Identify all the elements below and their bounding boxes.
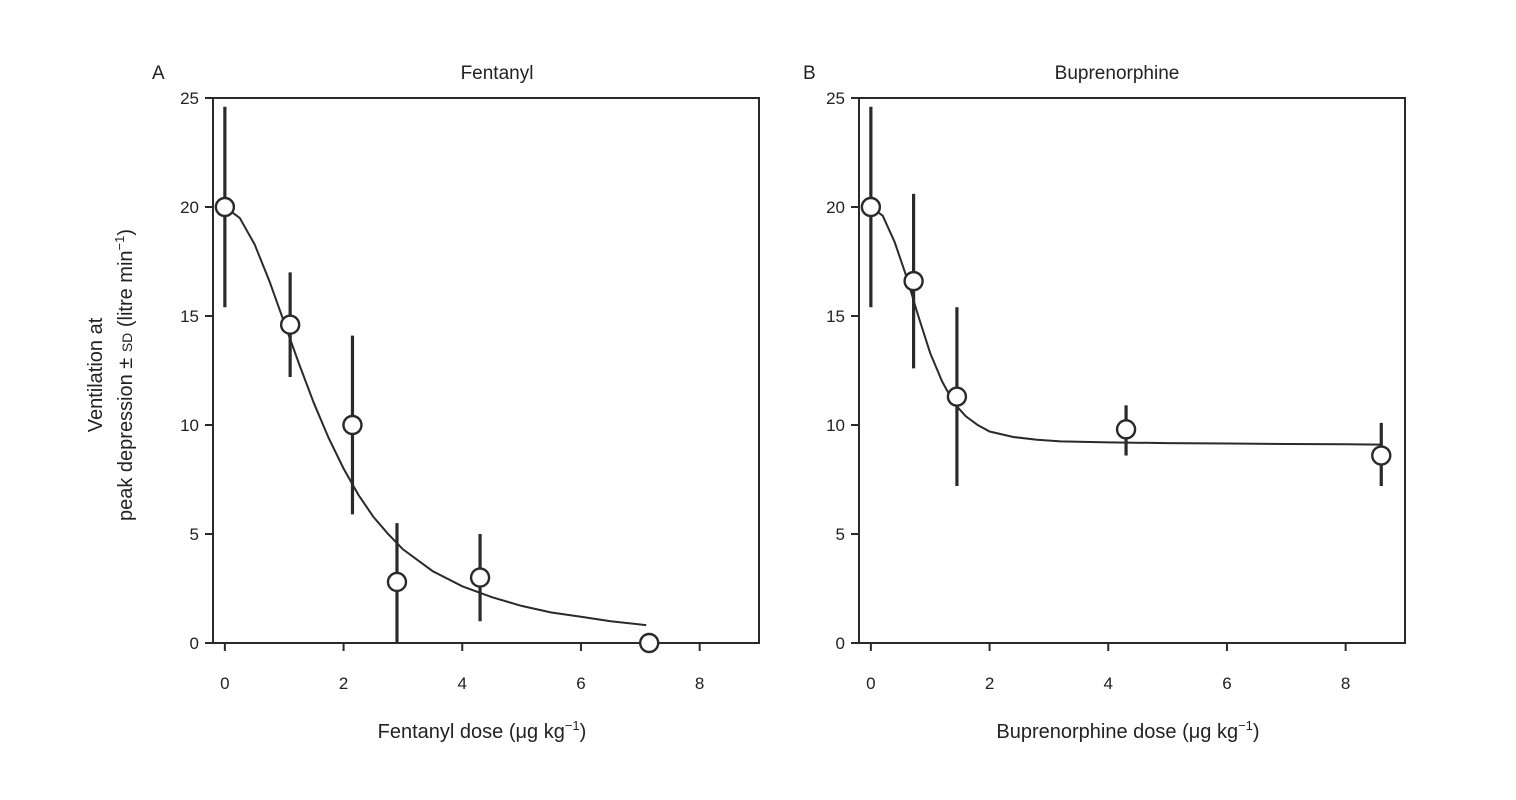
- y-axis-label-post: (litre min: [115, 250, 137, 332]
- panel-a-data-point: [469, 567, 491, 588]
- panel-b-x-tick-label: 0: [866, 674, 875, 693]
- panel-b-data-point: [860, 196, 882, 218]
- panel-b-x-tick-label: 6: [1222, 674, 1231, 693]
- panel-b-x-label-exp: −1: [1238, 718, 1253, 733]
- panel-b-buprenorphine: B Buprenorphine 0 5 10 15 20 25 0 2 4 6 8 Bupreno…: [803, 63, 1406, 743]
- panel-b-data-point: [903, 270, 924, 292]
- panel-a-y-tick-label: 10: [180, 416, 199, 435]
- panel-a-x-axis: 0 2 4 6 8: [220, 643, 704, 693]
- panel-a-letter: A: [152, 63, 165, 84]
- panel-a-data-point: [342, 414, 363, 436]
- panel-a-data-point: [214, 196, 236, 218]
- panel-b-x-axis-label: Buprenorphine dose (μg kg−1): [996, 718, 1259, 743]
- panel-b-x-axis: 0 2 4 6 8: [866, 643, 1350, 693]
- panel-b-x-label-close: ): [1253, 721, 1260, 743]
- panel-a-title: Fentanyl: [461, 63, 534, 84]
- panel-a-data-point: [279, 314, 301, 335]
- panel-a-x-tick-label: 4: [458, 674, 467, 693]
- panel-b-letter: B: [803, 63, 816, 84]
- panel-a-data-point: [639, 632, 660, 654]
- panel-a-x-tick-label: 6: [576, 674, 585, 693]
- panel-b-y-tick-label: 15: [826, 307, 845, 326]
- panel-a-x-label-exp: −1: [565, 718, 580, 733]
- panel-a-x-tick-label: 8: [695, 674, 704, 693]
- panel-b-x-tick-label: 4: [1104, 674, 1113, 693]
- panel-b-data-point: [1115, 419, 1137, 440]
- panel-b-x-tick-label: 8: [1341, 674, 1350, 693]
- panel-a-y-tick-label: 5: [190, 525, 199, 544]
- y-axis-label-close: ): [115, 229, 137, 236]
- panel-a-fit-curve: [224, 206, 647, 627]
- panel-b-y-tick-label: 5: [836, 525, 845, 544]
- panel-b-data-point: [1371, 445, 1392, 466]
- panel-a-x-axis-label: Fentanyl dose (μg kg−1): [378, 718, 587, 743]
- panel-a-y-tick-label: 15: [180, 307, 199, 326]
- panel-b-y-axis: 0 5 10 15 20 25: [826, 89, 859, 653]
- y-axis-label-line1: Ventilation at: [85, 317, 107, 432]
- panel-b-y-tick-label: 25: [826, 89, 845, 108]
- panel-a-plot-frame: [212, 97, 760, 644]
- panel-b-title: Buprenorphine: [1055, 63, 1180, 84]
- panel-b-data-point: [946, 386, 968, 407]
- panel-a-y-tick-label: 20: [180, 198, 199, 217]
- panel-b-y-tick-label: 0: [836, 634, 845, 653]
- panel-a-data-points: [214, 196, 660, 654]
- panel-a-x-tick-label: 0: [220, 674, 229, 693]
- panel-a-y-axis: 0 5 10 15 20 25: [180, 89, 213, 653]
- y-axis-label-exp: −1: [112, 236, 127, 251]
- y-axis-label-sd: SD: [119, 333, 135, 352]
- panel-b-y-tick-label: 20: [826, 198, 845, 217]
- panel-a-fentanyl: A Fentanyl 0 5 10 15 20 25 0 2 4 6 8 Fentanyl dos…: [152, 63, 760, 743]
- panel-a-y-tick-label: 0: [190, 634, 199, 653]
- panel-a-x-tick-label: 2: [339, 674, 348, 693]
- panel-b-plot-frame: [858, 97, 1406, 644]
- panel-a-y-tick-label: 25: [180, 89, 199, 108]
- panel-a-x-label-text: Fentanyl dose (μg kg: [378, 721, 565, 743]
- panel-b-x-tick-label: 2: [985, 674, 994, 693]
- y-axis-label-pre: peak depression ±: [115, 352, 137, 521]
- panel-b-y-tick-label: 10: [826, 416, 845, 435]
- panel-b-x-label-text: Buprenorphine dose (μg kg: [996, 721, 1238, 743]
- panel-a-error-bars: [223, 106, 482, 643]
- panel-a-data-point: [386, 571, 408, 593]
- y-axis-label: Ventilation at: [85, 317, 107, 432]
- panel-b-data-points: [860, 196, 1392, 466]
- panel-a-x-label-close: ): [580, 721, 587, 743]
- y-axis-label-2: peak depression ± SD (litre min−1): [112, 229, 137, 521]
